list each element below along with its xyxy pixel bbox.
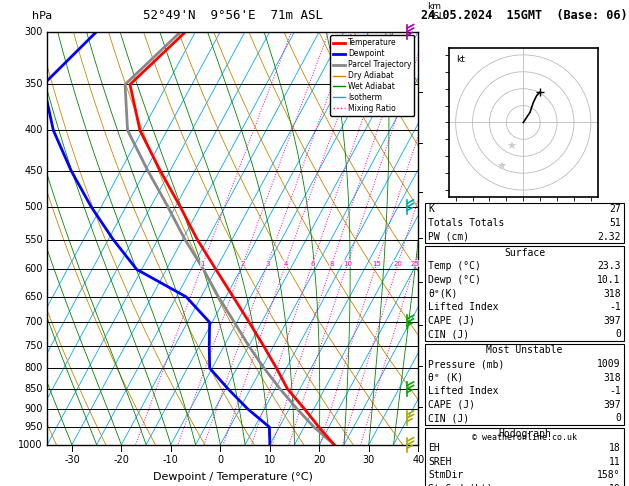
Text: EH: EH [428, 443, 440, 453]
Text: 400: 400 [25, 125, 43, 135]
Text: 25: 25 [411, 260, 420, 267]
Text: Totals Totals: Totals Totals [428, 218, 504, 228]
Text: 550: 550 [24, 235, 43, 244]
Text: 0: 0 [217, 455, 223, 465]
Text: ★: ★ [496, 162, 506, 172]
Text: 18: 18 [609, 443, 621, 453]
Text: Mixing Ratio (g/kg): Mixing Ratio (g/kg) [451, 195, 460, 281]
Text: Dewpoint / Temperature (°C): Dewpoint / Temperature (°C) [153, 471, 313, 482]
Text: 397: 397 [603, 400, 621, 410]
Text: 24.05.2024  15GMT  (Base: 06): 24.05.2024 15GMT (Base: 06) [421, 9, 628, 22]
Text: 0: 0 [615, 414, 621, 423]
Text: 2.32: 2.32 [598, 232, 621, 242]
Text: 750: 750 [24, 341, 43, 351]
Text: -30: -30 [64, 455, 80, 465]
Text: 8: 8 [425, 88, 430, 97]
Text: 10: 10 [343, 260, 352, 267]
Text: 700: 700 [25, 317, 43, 327]
Text: 27: 27 [609, 205, 621, 214]
Text: kt: kt [455, 55, 465, 64]
Text: 800: 800 [25, 363, 43, 373]
Text: 6: 6 [425, 188, 430, 197]
Text: StmSpd (kt): StmSpd (kt) [428, 484, 493, 486]
Text: 4: 4 [425, 278, 430, 287]
Text: -1: -1 [609, 302, 621, 312]
Text: © weatheronline.co.uk: © weatheronline.co.uk [472, 433, 577, 442]
Text: K: K [428, 205, 434, 214]
Text: Dewp (°C): Dewp (°C) [428, 275, 481, 285]
Text: 350: 350 [25, 80, 43, 89]
Text: CAPE (J): CAPE (J) [428, 400, 476, 410]
Text: 3: 3 [425, 321, 430, 330]
Text: CIN (J): CIN (J) [428, 330, 469, 339]
Text: 950: 950 [25, 422, 43, 432]
Text: 4: 4 [284, 260, 288, 267]
Text: 318: 318 [603, 289, 621, 298]
Text: Pressure (mb): Pressure (mb) [428, 359, 504, 369]
Text: 1: 1 [201, 260, 205, 267]
Text: 1000: 1000 [18, 440, 43, 450]
Text: 0: 0 [615, 330, 621, 339]
Text: 650: 650 [25, 292, 43, 302]
Text: 500: 500 [25, 202, 43, 212]
Text: PW (cm): PW (cm) [428, 232, 469, 242]
Text: 8: 8 [330, 260, 334, 267]
Text: -20: -20 [113, 455, 130, 465]
Text: 3: 3 [265, 260, 270, 267]
Text: hPa: hPa [32, 11, 53, 21]
Text: ★: ★ [506, 141, 516, 152]
Text: 2: 2 [241, 260, 245, 267]
Text: 900: 900 [25, 403, 43, 414]
Text: LCL: LCL [421, 381, 437, 389]
Text: 11: 11 [609, 457, 621, 467]
Text: 397: 397 [603, 316, 621, 326]
Text: 51: 51 [609, 218, 621, 228]
Text: θᵉ (K): θᵉ (K) [428, 373, 464, 382]
Text: 600: 600 [25, 264, 43, 275]
Text: Hodograph: Hodograph [498, 430, 551, 439]
Text: SREH: SREH [428, 457, 452, 467]
Text: 158°: 158° [598, 470, 621, 480]
Text: 5: 5 [425, 234, 430, 243]
Text: 300: 300 [25, 27, 43, 36]
Text: Surface: Surface [504, 248, 545, 258]
Text: 6: 6 [310, 260, 314, 267]
Text: Lifted Index: Lifted Index [428, 386, 499, 396]
Text: 2: 2 [425, 362, 430, 371]
Text: 10: 10 [609, 484, 621, 486]
Text: 10: 10 [264, 455, 276, 465]
Text: 850: 850 [25, 384, 43, 394]
Text: Temp (°C): Temp (°C) [428, 261, 481, 271]
Text: StmDir: StmDir [428, 470, 464, 480]
Text: 20: 20 [394, 260, 403, 267]
Text: 30: 30 [363, 455, 375, 465]
Text: 1009: 1009 [598, 359, 621, 369]
Text: 318: 318 [603, 373, 621, 382]
Text: -10: -10 [163, 455, 179, 465]
Text: 23.3: 23.3 [598, 261, 621, 271]
Text: 450: 450 [25, 166, 43, 176]
Text: 15: 15 [372, 260, 381, 267]
Legend: Temperature, Dewpoint, Parcel Trajectory, Dry Adiabat, Wet Adiabat, Isotherm, Mi: Temperature, Dewpoint, Parcel Trajectory… [330, 35, 415, 116]
Text: 20: 20 [313, 455, 326, 465]
Text: θᵉ(K): θᵉ(K) [428, 289, 458, 298]
Text: CIN (J): CIN (J) [428, 414, 469, 423]
Text: 10.1: 10.1 [598, 275, 621, 285]
Text: CAPE (J): CAPE (J) [428, 316, 476, 326]
Text: -1: -1 [609, 386, 621, 396]
Text: 40: 40 [412, 455, 425, 465]
Text: 7: 7 [425, 139, 430, 147]
Text: 52°49'N  9°56'E  71m ASL: 52°49'N 9°56'E 71m ASL [143, 9, 323, 22]
Text: Most Unstable: Most Unstable [486, 346, 563, 355]
Text: Lifted Index: Lifted Index [428, 302, 499, 312]
Text: 1: 1 [425, 402, 430, 411]
Text: km
ASL: km ASL [428, 2, 445, 21]
